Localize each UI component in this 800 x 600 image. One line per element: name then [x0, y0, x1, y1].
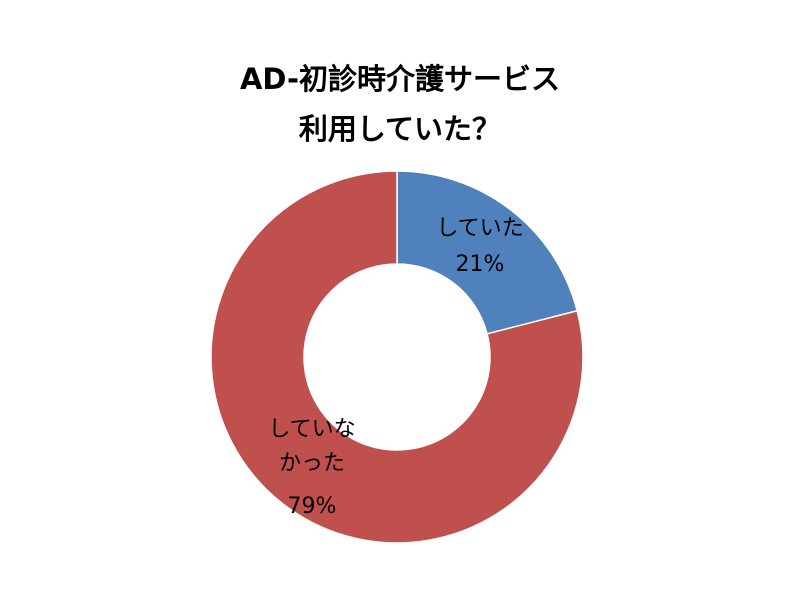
slice-label: していなかった	[268, 417, 356, 476]
slice-value-label: 21%	[455, 252, 505, 277]
donut-slice	[210, 170, 584, 544]
chart-title: AD-初診時介護サービス	[239, 62, 561, 96]
chart-title: 利用していた？	[298, 112, 502, 146]
slice-label: していた	[436, 216, 524, 241]
donut-slice	[396, 170, 579, 335]
slice-value-label: 79%	[287, 494, 337, 519]
